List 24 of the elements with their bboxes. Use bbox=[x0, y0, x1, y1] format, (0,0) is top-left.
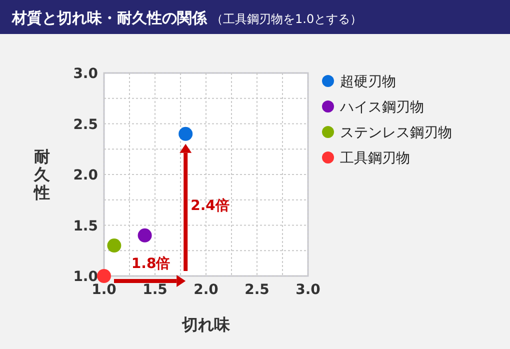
x-tick-label: 1.5 bbox=[142, 282, 168, 298]
point bbox=[138, 228, 152, 242]
y-tick-label: 2.5 bbox=[73, 116, 98, 133]
point bbox=[107, 238, 122, 253]
chart-subtitle: （工具鋼刃物を1.0とする） bbox=[211, 12, 362, 26]
point bbox=[97, 269, 111, 283]
point bbox=[178, 126, 193, 141]
x-tick-label: 2.5 bbox=[244, 282, 270, 298]
chart-title: 材質と切れ味・耐久性の関係 bbox=[11, 9, 208, 27]
x-tick-label: 1.0 bbox=[92, 282, 117, 298]
x-tick-label: 2.0 bbox=[194, 282, 219, 298]
legend-label: 工具鋼刃物 bbox=[340, 150, 410, 166]
y-tick-label: 1.0 bbox=[73, 269, 98, 285]
legend-label: ハイス鋼刃物 bbox=[339, 100, 424, 116]
legend-label: 超硬刃物 bbox=[340, 74, 396, 90]
y-tick-label: 3.0 bbox=[73, 66, 98, 82]
x-axis-title: 切れ味 bbox=[181, 315, 231, 334]
y-tick-label: 2.0 bbox=[73, 168, 98, 184]
y-tick-label: 1.5 bbox=[73, 218, 98, 234]
legend-label: ステンレス鋼刃物 bbox=[340, 125, 452, 141]
annotation: 1.8倍 bbox=[131, 255, 170, 272]
y-axis-title: 耐久性 bbox=[33, 147, 51, 202]
x-tick-label: 3.0 bbox=[296, 282, 321, 298]
annotation: 2.4倍 bbox=[190, 196, 230, 214]
